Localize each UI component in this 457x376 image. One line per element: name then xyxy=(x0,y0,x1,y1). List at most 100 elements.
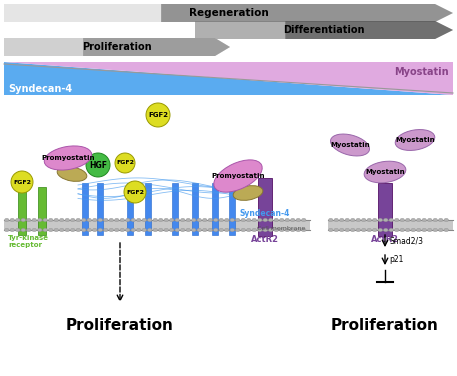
Ellipse shape xyxy=(422,218,426,222)
Ellipse shape xyxy=(197,228,202,232)
Bar xyxy=(145,183,151,235)
Ellipse shape xyxy=(219,228,223,232)
Ellipse shape xyxy=(92,228,97,232)
Ellipse shape xyxy=(285,218,289,222)
Ellipse shape xyxy=(364,161,406,183)
Ellipse shape xyxy=(274,228,278,232)
Text: ActR2: ActR2 xyxy=(251,235,279,244)
Ellipse shape xyxy=(252,218,256,222)
Ellipse shape xyxy=(43,228,48,232)
Ellipse shape xyxy=(142,218,147,222)
Ellipse shape xyxy=(378,218,383,222)
Ellipse shape xyxy=(351,228,355,232)
Ellipse shape xyxy=(87,218,91,222)
Ellipse shape xyxy=(296,228,301,232)
Ellipse shape xyxy=(334,228,339,232)
Ellipse shape xyxy=(367,228,372,232)
Ellipse shape xyxy=(263,228,267,232)
Ellipse shape xyxy=(291,218,295,222)
Text: Proliferation: Proliferation xyxy=(331,318,439,333)
Ellipse shape xyxy=(98,228,102,232)
Ellipse shape xyxy=(131,218,135,222)
Ellipse shape xyxy=(21,228,26,232)
Text: FGF2: FGF2 xyxy=(13,179,31,185)
Text: Cell membrane: Cell membrane xyxy=(257,226,305,231)
Text: Promyostatin: Promyostatin xyxy=(41,155,95,161)
Bar xyxy=(172,183,178,235)
Ellipse shape xyxy=(98,218,102,222)
Ellipse shape xyxy=(257,218,262,222)
Ellipse shape xyxy=(164,228,169,232)
Bar xyxy=(82,183,88,235)
Text: FGF2: FGF2 xyxy=(148,112,168,118)
Text: Myostatin: Myostatin xyxy=(395,137,435,143)
Ellipse shape xyxy=(394,228,399,232)
Ellipse shape xyxy=(378,228,383,232)
Text: Differentiation: Differentiation xyxy=(283,25,365,35)
Ellipse shape xyxy=(296,218,301,222)
Polygon shape xyxy=(4,62,453,95)
Ellipse shape xyxy=(269,228,273,232)
Ellipse shape xyxy=(32,218,37,222)
Ellipse shape xyxy=(416,228,421,232)
Ellipse shape xyxy=(302,228,306,232)
Ellipse shape xyxy=(10,228,15,232)
Ellipse shape xyxy=(383,228,388,232)
Ellipse shape xyxy=(389,218,393,222)
Text: Proliferation: Proliferation xyxy=(82,42,152,52)
Ellipse shape xyxy=(120,228,124,232)
Ellipse shape xyxy=(233,186,263,200)
Ellipse shape xyxy=(257,228,262,232)
Ellipse shape xyxy=(115,228,119,232)
Ellipse shape xyxy=(329,228,333,232)
Bar xyxy=(38,187,46,235)
Text: ActR2: ActR2 xyxy=(371,235,399,244)
Ellipse shape xyxy=(263,218,267,222)
Ellipse shape xyxy=(400,218,404,222)
Text: HGF: HGF xyxy=(89,161,107,170)
Ellipse shape xyxy=(181,228,185,232)
Ellipse shape xyxy=(252,228,256,232)
Ellipse shape xyxy=(44,146,92,170)
Ellipse shape xyxy=(411,228,415,232)
Ellipse shape xyxy=(5,228,9,232)
Ellipse shape xyxy=(351,218,355,222)
Text: Myostatin: Myostatin xyxy=(394,67,449,77)
Bar xyxy=(18,187,26,235)
Ellipse shape xyxy=(170,228,174,232)
Text: Promyostatin: Promyostatin xyxy=(211,173,265,179)
Ellipse shape xyxy=(153,218,158,222)
Bar xyxy=(127,183,133,235)
Polygon shape xyxy=(4,62,453,95)
Bar xyxy=(4,220,310,230)
Ellipse shape xyxy=(109,228,113,232)
Bar xyxy=(97,183,103,235)
Ellipse shape xyxy=(280,218,284,222)
Ellipse shape xyxy=(76,228,80,232)
Ellipse shape xyxy=(439,228,443,232)
Ellipse shape xyxy=(361,218,366,222)
Ellipse shape xyxy=(59,218,64,222)
Ellipse shape xyxy=(330,134,370,156)
Ellipse shape xyxy=(48,228,53,232)
Ellipse shape xyxy=(394,218,399,222)
Ellipse shape xyxy=(131,228,135,232)
Ellipse shape xyxy=(10,218,15,222)
Ellipse shape xyxy=(202,218,207,222)
Ellipse shape xyxy=(186,228,191,232)
Ellipse shape xyxy=(219,218,223,222)
Ellipse shape xyxy=(5,218,9,222)
Ellipse shape xyxy=(103,228,108,232)
Text: p21: p21 xyxy=(389,256,404,264)
Ellipse shape xyxy=(433,218,437,222)
Ellipse shape xyxy=(148,218,152,222)
Ellipse shape xyxy=(285,228,289,232)
Circle shape xyxy=(124,181,146,203)
Text: Myostatin: Myostatin xyxy=(365,169,405,175)
Ellipse shape xyxy=(191,218,196,222)
Circle shape xyxy=(115,153,135,173)
Ellipse shape xyxy=(120,218,124,222)
Ellipse shape xyxy=(372,218,377,222)
Ellipse shape xyxy=(214,160,262,192)
Ellipse shape xyxy=(148,228,152,232)
